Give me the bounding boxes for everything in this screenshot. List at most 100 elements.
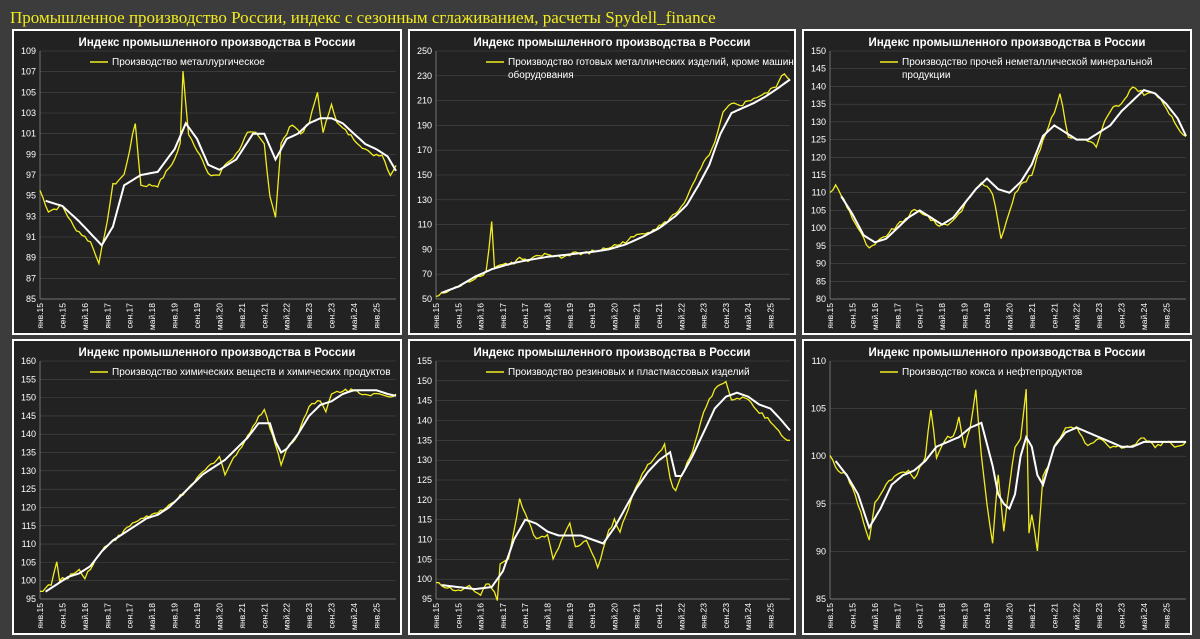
y-tick-label: 105 xyxy=(811,404,826,414)
y-tick-label: 80 xyxy=(816,294,826,304)
x-tick-label: сен.21 xyxy=(1049,603,1059,629)
x-tick-label: янв.23 xyxy=(1094,603,1104,629)
y-tick-label: 115 xyxy=(418,515,432,525)
x-tick-label: май.20 xyxy=(214,603,224,630)
legend-label: Производство химических веществ и химиче… xyxy=(112,367,391,378)
y-tick-label: 70 xyxy=(422,269,432,279)
x-tick-label: сен.19 xyxy=(192,303,202,329)
x-tick-label: сен.15 xyxy=(847,603,857,629)
x-tick-label: сен.21 xyxy=(1049,303,1059,329)
y-tick-label: 100 xyxy=(811,223,826,233)
x-tick-label: сен.23 xyxy=(1117,303,1127,329)
x-tick-label: май.20 xyxy=(609,603,619,630)
chart-background xyxy=(14,341,400,633)
x-tick-label: сен.17 xyxy=(520,303,530,329)
x-tick-label: май.16 xyxy=(476,603,486,630)
y-tick-label: 105 xyxy=(811,205,826,215)
y-tick-label: 99 xyxy=(26,149,36,159)
y-tick-label: 140 xyxy=(417,416,432,426)
x-tick-label: май.18 xyxy=(937,603,947,630)
x-tick-label: сен.17 xyxy=(125,303,135,329)
y-tick-label: 150 xyxy=(417,170,432,180)
x-tick-label: май.24 xyxy=(1139,303,1149,330)
y-tick-label: 150 xyxy=(811,46,826,56)
y-tick-label: 110 xyxy=(22,539,36,549)
series-line-smoothed xyxy=(45,389,397,593)
series-line-smoothed xyxy=(441,78,791,294)
y-tick-label: 120 xyxy=(811,152,826,162)
y-tick-label: 110 xyxy=(418,535,432,545)
x-tick-label: сен.15 xyxy=(453,303,463,329)
x-tick-label: май.22 xyxy=(676,303,686,330)
y-tick-label: 125 xyxy=(811,135,826,145)
x-tick-label: янв.19 xyxy=(960,303,970,329)
x-tick-label: янв.25 xyxy=(1161,603,1171,629)
x-tick-label: май.22 xyxy=(676,603,686,630)
y-tick-label: 90 xyxy=(422,244,432,254)
y-tick-label: 130 xyxy=(811,117,826,127)
y-tick-label: 95 xyxy=(26,191,36,201)
chart-panel-metallurgy: 85 87 89 91 93 95 97 99 101 103 105 107 109 янв.15 сен… xyxy=(12,29,402,335)
y-tick-label: 120 xyxy=(417,495,432,505)
y-tick-label: 160 xyxy=(21,356,36,366)
y-tick-label: 145 xyxy=(811,64,826,74)
chart-panel-rubber-plastics: 95 100 105 110 115 120 125 130 135 140 145 150 155 ян… xyxy=(408,339,796,635)
legend-label: оборудования xyxy=(508,69,574,81)
chart-background xyxy=(14,31,400,333)
y-tick-label: 109 xyxy=(21,46,36,56)
y-tick-label: 150 xyxy=(417,376,432,386)
x-tick-label: янв.15 xyxy=(431,603,441,629)
x-tick-label: янв.15 xyxy=(825,303,835,329)
x-tick-label: янв.17 xyxy=(102,603,112,629)
x-tick-label: сен.23 xyxy=(327,303,337,329)
legend-label: продукции xyxy=(902,70,950,81)
y-tick-label: 125 xyxy=(417,475,432,485)
x-tick-label: янв.21 xyxy=(237,303,247,329)
x-tick-label: янв.21 xyxy=(632,603,642,629)
y-tick-label: 250 xyxy=(417,46,432,56)
y-tick-label: 95 xyxy=(816,241,826,251)
y-tick-label: 130 xyxy=(417,455,432,465)
x-tick-label: май.20 xyxy=(214,303,224,330)
series-line-smoothed xyxy=(441,391,791,591)
y-tick-label: 95 xyxy=(26,594,36,604)
x-tick-label: сен.19 xyxy=(587,603,597,629)
chart-panel-chemicals: 95 100 105 110 115 120 125 130 135 140 145 150 155 16… xyxy=(12,339,402,635)
x-tick-label: янв.21 xyxy=(237,603,247,629)
x-tick-label: янв.25 xyxy=(371,603,381,629)
x-tick-label: янв.15 xyxy=(431,303,441,329)
x-tick-label: май.22 xyxy=(1072,303,1082,330)
x-tick-label: сен.23 xyxy=(721,303,731,329)
y-tick-label: 150 xyxy=(21,393,36,403)
x-tick-label: янв.19 xyxy=(170,303,180,329)
y-tick-label: 90 xyxy=(816,546,826,556)
x-tick-label: сен.21 xyxy=(259,303,269,329)
x-tick-label: май.16 xyxy=(80,303,90,330)
y-tick-label: 85 xyxy=(816,276,826,286)
y-tick-label: 93 xyxy=(26,211,36,221)
y-tick-label: 50 xyxy=(422,294,432,304)
y-tick-label: 210 xyxy=(417,96,432,106)
x-tick-label: янв.25 xyxy=(765,603,775,629)
x-tick-label: янв.25 xyxy=(371,303,381,329)
x-tick-label: май.20 xyxy=(1004,303,1014,330)
chart-title: Индекс промышленного производства в Росс… xyxy=(869,37,1146,49)
x-tick-label: янв.17 xyxy=(498,603,508,629)
legend-label: Производство металлургическое xyxy=(112,57,265,68)
y-tick-label: 85 xyxy=(816,594,826,604)
legend-label: Производство прочей неметаллической мине… xyxy=(902,57,1152,68)
y-tick-label: 130 xyxy=(417,195,432,205)
x-tick-label: май.24 xyxy=(743,603,753,630)
chart-title: Индекс промышленного производства в Росс… xyxy=(869,347,1146,359)
x-tick-label: янв.25 xyxy=(1161,303,1171,329)
y-tick-label: 105 xyxy=(21,557,36,567)
x-tick-label: янв.19 xyxy=(565,603,575,629)
x-tick-label: сен.19 xyxy=(192,603,202,629)
y-tick-label: 105 xyxy=(21,87,36,97)
chart-panel-non-metallic-minerals: 80 85 90 95 100 105 110 115 120 125 130 135 140 145 15… xyxy=(802,29,1192,335)
y-tick-label: 89 xyxy=(26,253,36,263)
y-tick-label: 230 xyxy=(417,71,432,81)
y-tick-label: 95 xyxy=(422,594,432,604)
y-tick-label: 135 xyxy=(811,99,826,109)
y-tick-label: 145 xyxy=(21,411,36,421)
